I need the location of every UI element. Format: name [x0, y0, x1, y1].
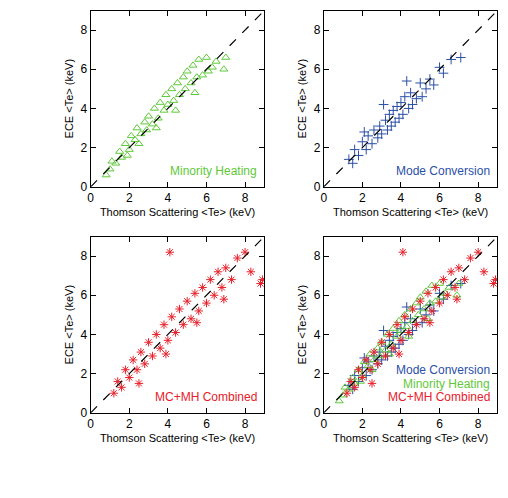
svg-text:2: 2: [314, 141, 321, 155]
svg-text:8: 8: [314, 249, 321, 263]
svg-text:2: 2: [359, 191, 366, 205]
svg-text:Minority Heating: Minority Heating: [170, 164, 257, 178]
svg-text:4: 4: [314, 102, 321, 116]
svg-text:8: 8: [314, 23, 321, 37]
svg-text:2: 2: [359, 417, 366, 431]
svg-text:8: 8: [81, 23, 88, 37]
svg-text:0: 0: [314, 406, 321, 420]
svg-text:2: 2: [314, 367, 321, 381]
svg-text:Mode Conversion: Mode Conversion: [396, 164, 490, 178]
svg-text:4: 4: [81, 102, 88, 116]
svg-text:ECE <Te> (keV): ECE <Te> (keV): [63, 59, 75, 138]
svg-text:4: 4: [165, 191, 172, 205]
svg-text:4: 4: [398, 191, 405, 205]
svg-text:2: 2: [126, 417, 133, 431]
svg-text:8: 8: [81, 249, 88, 263]
svg-text:6: 6: [203, 191, 210, 205]
svg-text:4: 4: [81, 328, 88, 342]
svg-text:0: 0: [87, 417, 94, 431]
svg-text:4: 4: [398, 417, 405, 431]
svg-text:6: 6: [314, 288, 321, 302]
svg-text:ECE <Te> (keV): ECE <Te> (keV): [296, 285, 308, 364]
svg-text:2: 2: [81, 141, 88, 155]
svg-text:8: 8: [475, 417, 482, 431]
svg-text:MC+MH Combined: MC+MH Combined: [155, 390, 257, 404]
svg-text:0: 0: [320, 417, 327, 431]
svg-text:2: 2: [126, 191, 133, 205]
svg-text:Thomson Scattering <Te> (keV): Thomson Scattering <Te> (keV): [333, 206, 488, 218]
svg-text:6: 6: [203, 417, 210, 431]
svg-text:0: 0: [314, 180, 321, 194]
svg-text:6: 6: [81, 288, 88, 302]
svg-text:8: 8: [242, 417, 249, 431]
svg-text:Minority Heating: Minority Heating: [403, 377, 490, 391]
svg-text:6: 6: [436, 191, 443, 205]
svg-text:0: 0: [81, 180, 88, 194]
svg-text:6: 6: [314, 62, 321, 76]
svg-text:6: 6: [436, 417, 443, 431]
svg-text:0: 0: [320, 191, 327, 205]
svg-text:8: 8: [475, 191, 482, 205]
svg-text:ECE <Te> (keV): ECE <Te> (keV): [63, 285, 75, 364]
svg-text:6: 6: [81, 62, 88, 76]
svg-text:Mode Conversion: Mode Conversion: [396, 363, 490, 377]
svg-text:2: 2: [81, 367, 88, 381]
svg-text:MC+MH Combined: MC+MH Combined: [388, 390, 490, 404]
svg-text:Thomson Scattering <Te> (keV): Thomson Scattering <Te> (keV): [333, 432, 488, 444]
svg-text:4: 4: [165, 417, 172, 431]
svg-text:Thomson Scattering <Te> (keV): Thomson Scattering <Te> (keV): [100, 206, 255, 218]
svg-text:ECE <Te> (keV): ECE <Te> (keV): [296, 59, 308, 138]
svg-text:0: 0: [87, 191, 94, 205]
svg-text:0: 0: [81, 406, 88, 420]
svg-text:Thomson Scattering <Te> (keV): Thomson Scattering <Te> (keV): [100, 432, 255, 444]
svg-text:4: 4: [314, 328, 321, 342]
svg-text:8: 8: [242, 191, 249, 205]
